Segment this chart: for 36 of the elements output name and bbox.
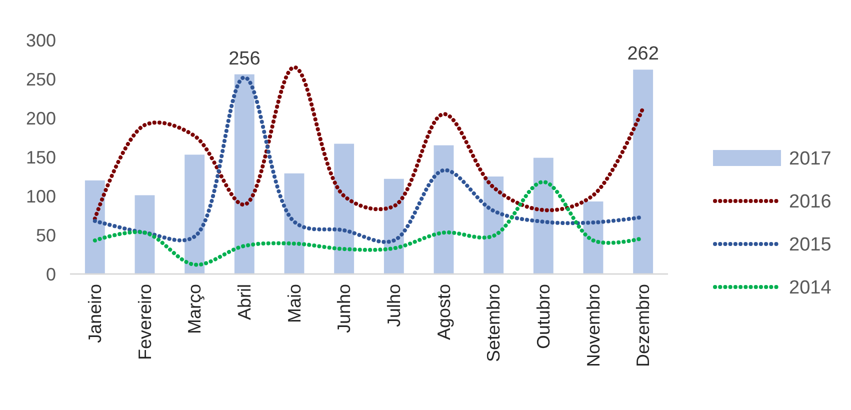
bar (234, 74, 254, 274)
bar (334, 144, 354, 274)
line-series (92, 65, 646, 221)
x-tick-label: Junho (334, 284, 354, 334)
data-label: 256 (228, 48, 260, 70)
x-tick-label: Fevereiro (134, 284, 155, 360)
bar (134, 195, 155, 274)
x-tick-label: Agosto (434, 284, 454, 340)
legend-label: 2014 (789, 278, 832, 299)
x-tick-label: Novembro (583, 284, 604, 368)
y-tick-label: 250 (26, 69, 56, 90)
bar (84, 180, 105, 274)
y-tick-label: 100 (26, 186, 56, 206)
bar (633, 70, 654, 274)
bar (434, 145, 454, 274)
y-tick-label: 300 (26, 30, 56, 50)
x-tick-label: Janeiro (84, 284, 105, 344)
bar (184, 154, 205, 274)
legend-label: 2015 (789, 234, 832, 256)
y-tick-label: 200 (26, 108, 56, 128)
x-tick-label: Dezembro (633, 284, 654, 368)
y-tick-label: 150 (26, 147, 56, 168)
legend-label: 2017 (789, 148, 832, 170)
x-tick-label: Setembro (484, 284, 504, 362)
x-tick-label: Maio (284, 284, 304, 324)
legend-label: 2016 (789, 192, 832, 213)
x-tick-label: Outubro (533, 284, 554, 350)
bar (533, 158, 554, 274)
x-tick-label: Março (184, 284, 205, 334)
y-tick-label: 50 (36, 225, 56, 246)
x-tick-label: Julho (384, 284, 404, 328)
data-label: 262 (627, 44, 659, 65)
bar (284, 173, 304, 274)
y-tick-label: 0 (46, 264, 56, 284)
bar (384, 178, 404, 274)
x-tick-label: Abril (234, 284, 254, 320)
